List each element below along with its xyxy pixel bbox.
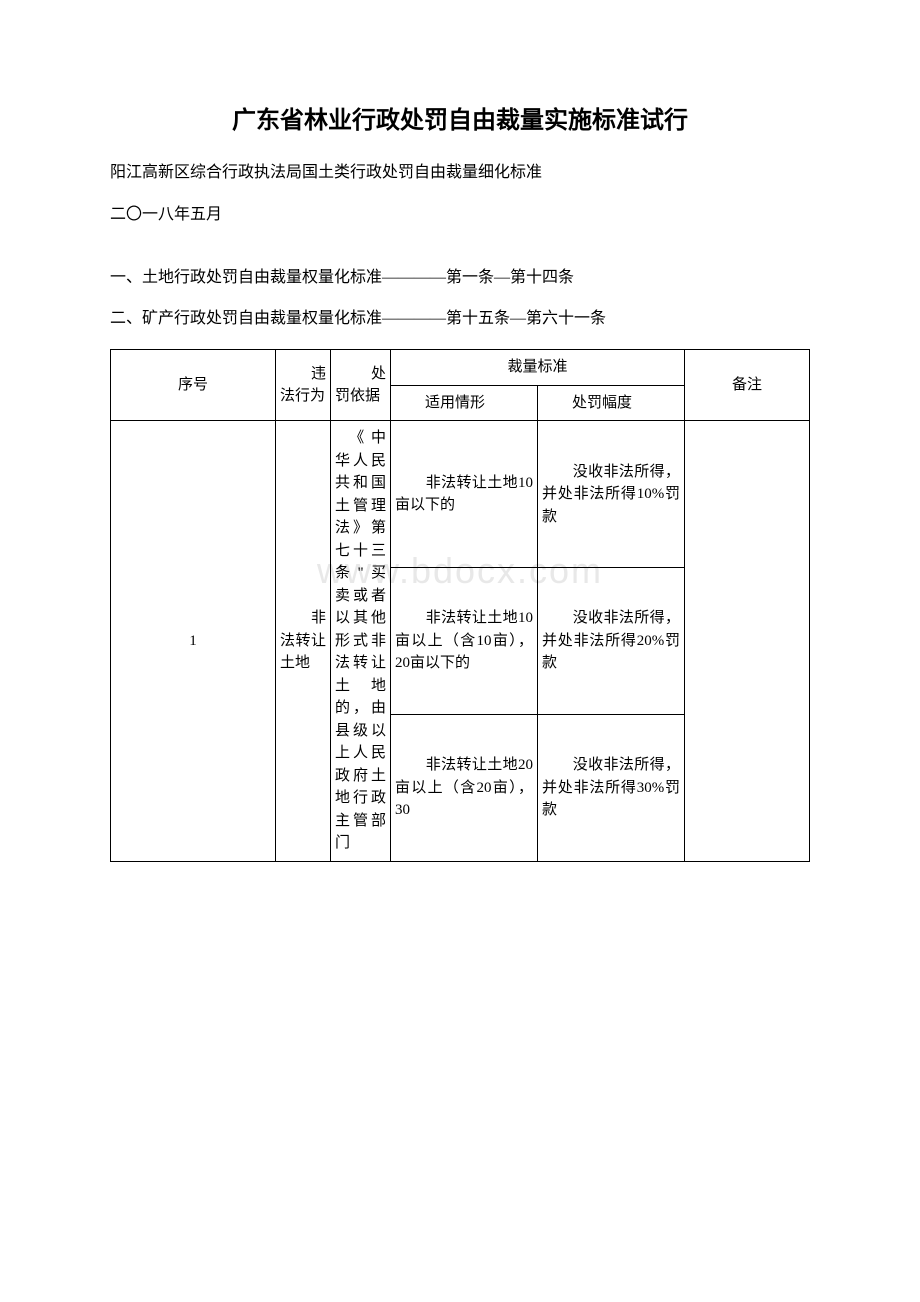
header-standard: 裁量标准 [391, 350, 685, 386]
header-condition: 适用情形 [391, 385, 538, 421]
table-header-row: 序号 违法行为 处罚依据 裁量标准 备注 [111, 350, 810, 386]
section-2: 二、矿产行政处罚自由裁量权量化标准————第十五条—第六十一条 [110, 305, 810, 334]
cell-condition: 非法转让土地10亩以下的 [391, 421, 538, 568]
cell-seq: 1 [111, 421, 276, 862]
cell-act: 非法转让土地 [276, 421, 331, 862]
header-act: 违法行为 [276, 350, 331, 421]
subtitle: 阳江高新区综合行政执法局国土类行政处罚自由裁量细化标准 [110, 159, 810, 188]
cell-penalty: 没收非法所得，并处非法所得10%罚款 [538, 421, 685, 568]
cell-basis: 《中华人民共和国土管理法》第七十三条"买卖或者以其他形式非法转让土地的，由县级以… [331, 421, 391, 862]
cell-remark [685, 421, 810, 862]
cell-condition: 非法转让土地20亩以上（含20亩），30 [391, 715, 538, 862]
page-title: 广东省林业行政处罚自由裁量实施标准试行 [110, 100, 810, 135]
penalty-table: 序号 违法行为 处罚依据 裁量标准 备注 适用情形 处罚幅度 1 非法转让土地 … [110, 349, 810, 862]
table-row: 1 非法转让土地 《中华人民共和国土管理法》第七十三条"买卖或者以其他形式非法转… [111, 421, 810, 568]
cell-penalty: 没收非法所得，并处非法所得20%罚款 [538, 568, 685, 715]
header-remark: 备注 [685, 350, 810, 421]
header-penalty: 处罚幅度 [538, 385, 685, 421]
section-1: 一、土地行政处罚自由裁量权量化标准————第一条—第十四条 [110, 264, 810, 293]
date: 二〇一八年五月 [110, 200, 810, 224]
cell-condition: 非法转让土地10亩以上（含10亩），20亩以下的 [391, 568, 538, 715]
header-seq: 序号 [111, 350, 276, 421]
cell-penalty: 没收非法所得，并处非法所得30%罚款 [538, 715, 685, 862]
header-basis: 处罚依据 [331, 350, 391, 421]
